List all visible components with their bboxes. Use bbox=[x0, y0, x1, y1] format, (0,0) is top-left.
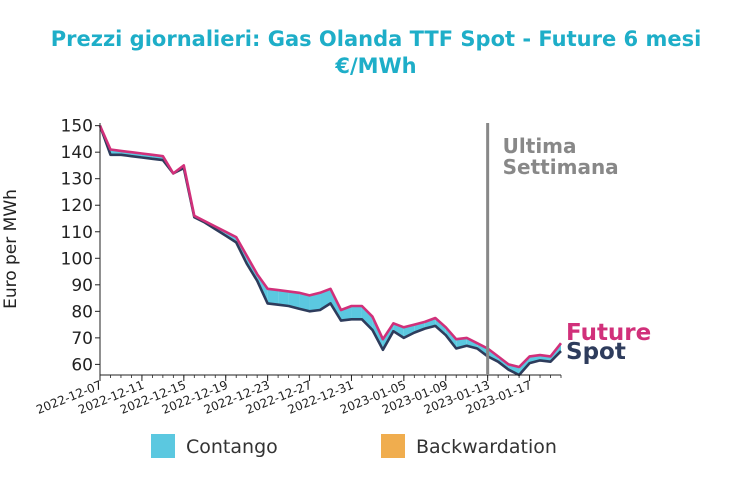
contango-fill-segment bbox=[361, 306, 373, 330]
legend-swatch-backwardation bbox=[381, 434, 405, 458]
chart-title-unit: €/MWh bbox=[335, 54, 417, 78]
legend-swatch-contango bbox=[151, 434, 175, 458]
series-lines bbox=[98, 125, 563, 377]
y-axis-label: Euro per MWh bbox=[1, 189, 21, 309]
y-tick-label: 150 bbox=[61, 117, 93, 137]
contango-fill-segment bbox=[435, 317, 446, 336]
y-tick-label: 60 bbox=[71, 355, 93, 375]
future-line bbox=[98, 125, 563, 369]
contango-fill-segment bbox=[309, 292, 321, 312]
y-tick-label: 100 bbox=[61, 249, 93, 269]
legend-label-contango: Contango bbox=[186, 436, 278, 458]
spot-end-label: Spot bbox=[566, 339, 626, 365]
contango-fill-segment bbox=[278, 290, 289, 307]
spread-fills bbox=[100, 125, 561, 375]
y-tick-label: 130 bbox=[61, 170, 93, 190]
contango-fill-segment bbox=[288, 291, 300, 309]
axes: 607080901001101201301401502022-12-072022… bbox=[34, 117, 562, 417]
spot-line bbox=[98, 125, 562, 377]
contango-fill-segment bbox=[267, 288, 279, 305]
future-end-label: Future bbox=[566, 320, 651, 346]
y-tick-label: 90 bbox=[71, 276, 93, 296]
y-tick-label: 70 bbox=[71, 329, 93, 349]
contango-fill-segment bbox=[351, 306, 362, 320]
legend-label-backwardation: Backwardation bbox=[416, 436, 557, 458]
chart-title: Prezzi giornalieri: Gas Olanda TTF Spot … bbox=[50, 27, 702, 51]
annotation-text-line2: Settimana bbox=[503, 155, 619, 179]
y-tick-label: 120 bbox=[61, 196, 93, 216]
y-tick-label: 80 bbox=[71, 302, 93, 322]
annotation-text-line1: Ultima bbox=[503, 134, 577, 158]
y-tick-label: 140 bbox=[61, 143, 93, 163]
y-tick-label: 110 bbox=[61, 223, 93, 243]
contango-fill-segment bbox=[299, 292, 310, 312]
